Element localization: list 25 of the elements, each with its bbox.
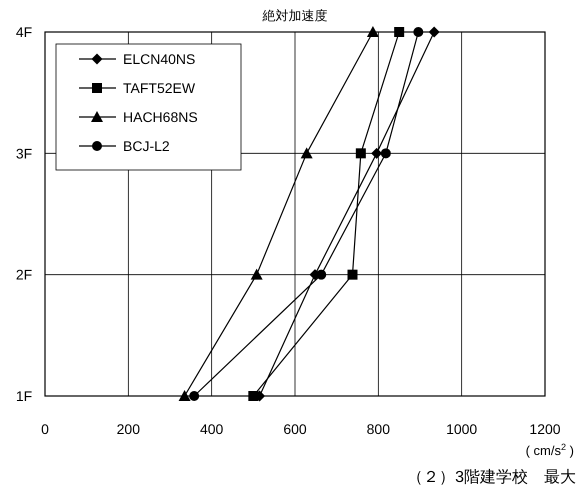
point bbox=[366, 26, 379, 37]
y-tick-label: 2F bbox=[16, 266, 32, 283]
legend-label: BCJ-L2 bbox=[123, 138, 170, 154]
point bbox=[348, 270, 358, 280]
point bbox=[356, 148, 366, 158]
point bbox=[250, 268, 263, 280]
point bbox=[248, 391, 258, 401]
y-tick-label: 4F bbox=[16, 24, 32, 40]
point bbox=[380, 148, 391, 158]
point bbox=[394, 27, 404, 37]
point bbox=[178, 390, 191, 401]
point bbox=[413, 27, 424, 37]
legend-label: TAFT52EW bbox=[123, 80, 196, 96]
point bbox=[316, 270, 326, 280]
point bbox=[300, 147, 313, 158]
x-axis-title: ( cm/s$^{2}$ ) bbox=[526, 442, 574, 458]
y-tick-label: 3F bbox=[16, 145, 32, 162]
point bbox=[189, 391, 200, 401]
chart-title: 絶対加速度 bbox=[262, 8, 328, 23]
legend-label: HACH68NS bbox=[123, 109, 198, 125]
y-tick-label: 1F bbox=[16, 388, 32, 404]
text: （２）3階建学校 最大 bbox=[407, 468, 576, 486]
legend-label: ELCN40NS bbox=[123, 51, 196, 67]
point bbox=[371, 148, 382, 159]
point bbox=[428, 26, 440, 38]
